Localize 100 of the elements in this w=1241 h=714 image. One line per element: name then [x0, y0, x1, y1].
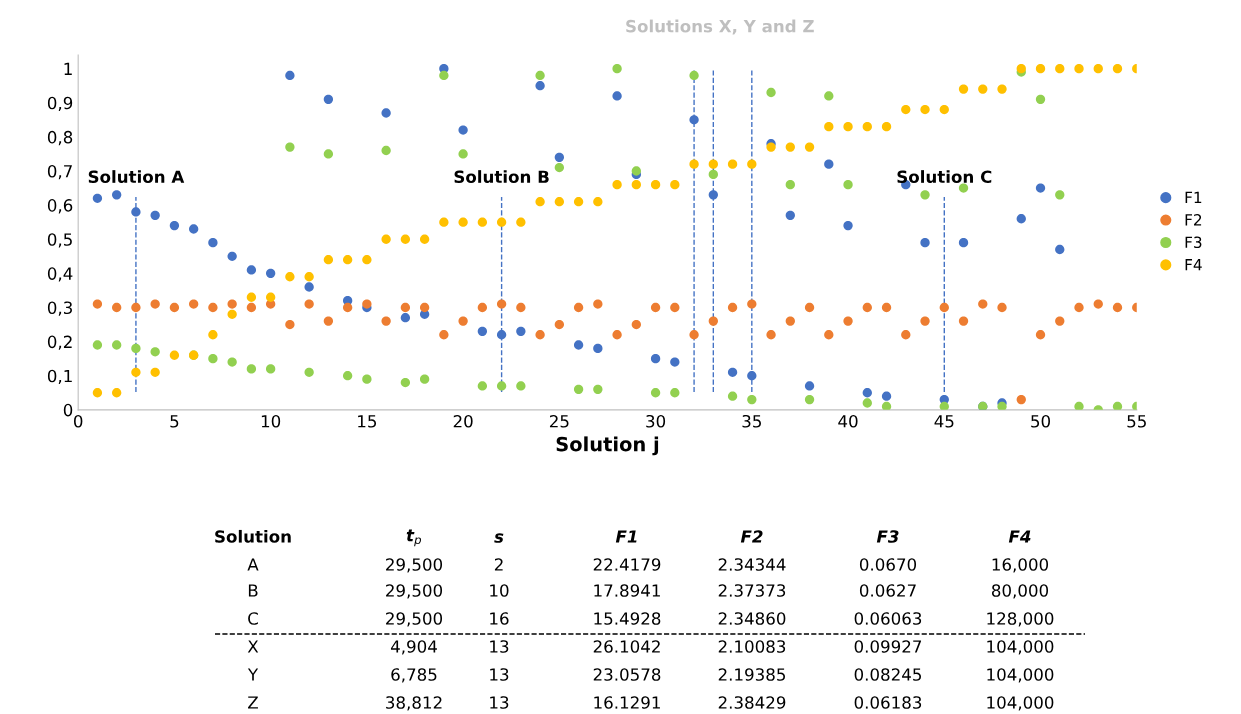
point — [381, 108, 391, 118]
point — [727, 159, 738, 169]
point — [708, 190, 718, 200]
point — [1112, 63, 1123, 74]
point — [804, 302, 815, 313]
point — [323, 149, 334, 159]
point — [169, 220, 180, 231]
point — [208, 330, 218, 340]
point — [843, 179, 853, 190]
text: F3 — [876, 530, 899, 543]
y-tick-label: 1 — [64, 62, 72, 75]
x-tick-label: 20 — [453, 414, 473, 428]
text: 0.09927 — [854, 640, 922, 653]
point — [1074, 302, 1084, 313]
point — [939, 104, 949, 115]
point — [747, 159, 757, 169]
x-axis-title: Solution j — [556, 436, 659, 456]
point — [342, 371, 353, 381]
point — [458, 217, 468, 227]
point — [342, 255, 353, 265]
point — [747, 299, 757, 309]
text: 23.0578 — [593, 668, 661, 681]
point — [323, 94, 334, 104]
point — [670, 357, 680, 367]
point — [901, 330, 911, 340]
point — [516, 381, 526, 391]
point — [862, 398, 872, 408]
point — [650, 179, 661, 190]
point — [708, 159, 718, 169]
text: F2 — [740, 530, 763, 543]
point — [131, 207, 141, 217]
point — [689, 330, 699, 340]
text: 29,500 — [386, 558, 443, 573]
point — [650, 302, 661, 313]
point — [612, 179, 622, 190]
point — [285, 272, 295, 282]
point — [612, 330, 622, 340]
point — [978, 299, 988, 309]
point — [285, 70, 295, 81]
point — [689, 115, 699, 125]
point — [246, 364, 257, 374]
point — [920, 104, 930, 115]
point — [631, 179, 641, 190]
text: 22.4179 — [593, 558, 661, 571]
point — [785, 316, 795, 326]
text: 29,500 — [386, 584, 443, 599]
text: 6,785 — [391, 668, 437, 683]
legend-label: F3 — [1185, 236, 1202, 249]
point — [112, 388, 122, 398]
y-tick-label: 0,6 — [47, 199, 73, 214]
point — [535, 330, 545, 340]
point — [112, 340, 122, 350]
point — [516, 326, 526, 337]
point — [785, 179, 795, 190]
point — [631, 166, 641, 176]
text: 0.0670 — [859, 558, 917, 571]
point — [631, 319, 641, 330]
x-tick-label: 5 — [170, 415, 179, 428]
point — [400, 313, 411, 323]
text: 16.1291 — [594, 696, 660, 709]
point — [92, 340, 103, 350]
point — [496, 381, 507, 391]
point — [477, 381, 488, 391]
text: 0.0627 — [859, 584, 916, 597]
point — [881, 302, 892, 313]
point — [843, 220, 853, 231]
text: 4,904 — [390, 640, 437, 655]
point — [670, 302, 680, 313]
point — [843, 121, 853, 132]
x-tick-label: 25 — [549, 414, 569, 428]
point — [285, 142, 295, 152]
point — [881, 121, 892, 132]
text: Solution — [215, 529, 291, 543]
point — [458, 125, 468, 135]
point — [496, 299, 507, 309]
point — [862, 302, 872, 313]
point — [958, 316, 969, 326]
point — [727, 302, 738, 313]
text: 16,000 — [992, 558, 1049, 573]
point — [824, 91, 834, 101]
point — [477, 326, 488, 337]
point — [362, 374, 372, 384]
point — [477, 217, 488, 227]
x-tick-label: 15 — [358, 415, 377, 428]
point — [939, 302, 949, 313]
x-tick-label: 50 — [1031, 414, 1051, 428]
point — [304, 272, 314, 282]
point — [958, 183, 969, 193]
point — [612, 91, 622, 101]
point — [766, 330, 776, 340]
text: 13 — [490, 640, 509, 653]
point — [708, 316, 718, 326]
point — [1016, 63, 1026, 74]
point — [150, 367, 160, 377]
point — [265, 364, 276, 374]
point — [1093, 299, 1103, 309]
point — [785, 142, 795, 152]
text: 2.38429 — [718, 696, 786, 709]
point — [862, 121, 872, 132]
point — [901, 104, 911, 115]
